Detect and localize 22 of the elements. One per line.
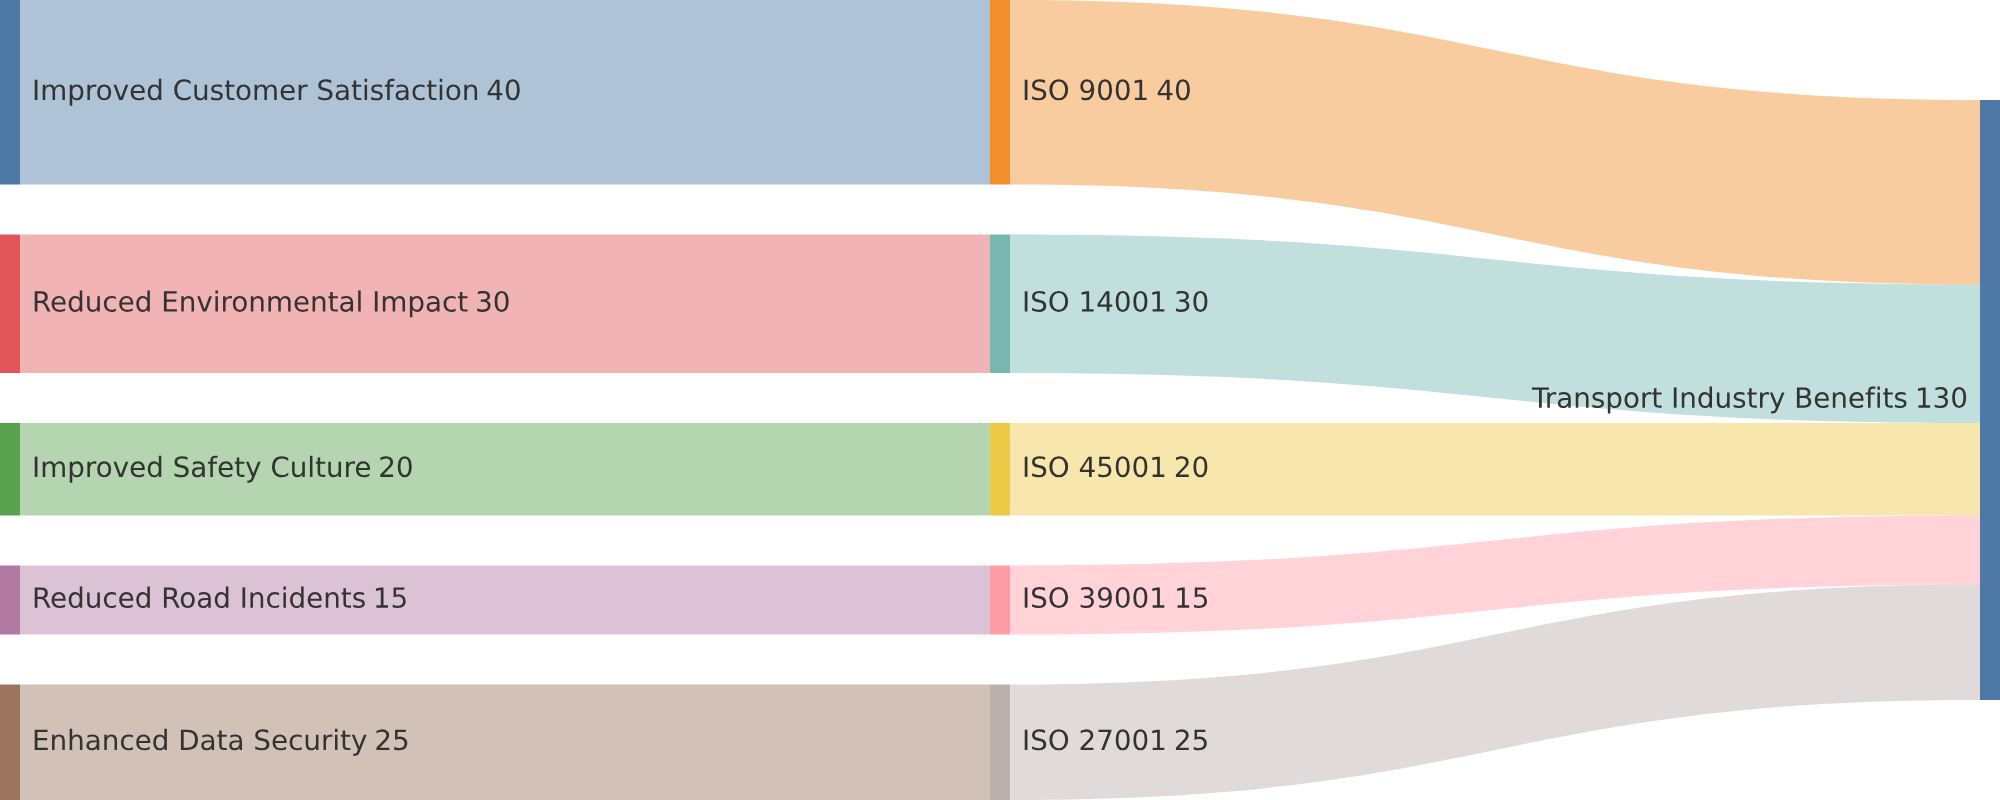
category-label: Improved Safety Culture (34, 455, 370, 483)
category-label: Reduced Environmental Impact (34, 290, 468, 318)
category-label: ISO 45001 (1024, 456, 1165, 478)
data-label: 30 (1175, 290, 1208, 312)
data-label: 20 (380, 456, 412, 478)
category-label: Reduced Road Incidents (34, 586, 365, 609)
data-label: 15 (375, 587, 406, 609)
category-label: Enhanced Data Security (34, 728, 367, 756)
data-label: 130 (1918, 387, 1967, 409)
data-label: 25 (376, 729, 408, 751)
category-label: Improved Customer Satisfaction (34, 78, 478, 106)
category-label: ISO 9001 (1024, 79, 1147, 101)
category-label: ISO 39001 (1024, 587, 1165, 609)
data-label: 25 (1175, 729, 1207, 751)
data-label: 30 (477, 290, 509, 312)
category-label: ISO 14001 (1024, 290, 1165, 312)
data-label: 20 (1175, 456, 1208, 478)
data-label: 40 (487, 79, 520, 101)
data-label: 40 (1157, 79, 1190, 101)
category-label: ISO 27001 (1024, 729, 1165, 751)
data-label: 15 (1177, 587, 1208, 609)
category-label: Transport Industry Benefits (1531, 386, 1907, 414)
